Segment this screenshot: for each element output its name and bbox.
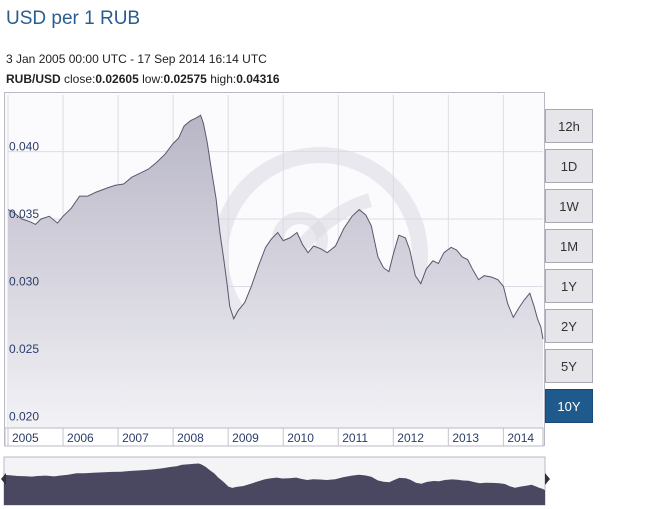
low-value: 0.02575 xyxy=(163,72,207,86)
y-tick-label: 0.030 xyxy=(9,274,39,288)
range-button-1y[interactable]: 1Y xyxy=(545,269,593,303)
x-axis-strip xyxy=(4,427,544,447)
x-tick-label: 2014 xyxy=(507,431,534,445)
y-tick-label: 0.035 xyxy=(9,207,39,221)
x-tick-label: 2010 xyxy=(287,431,314,445)
x-tick-label: 2008 xyxy=(177,431,204,445)
range-button-10y[interactable]: 10Y xyxy=(545,389,593,423)
navigator-right-handle[interactable] xyxy=(545,473,550,485)
range-button-1d[interactable]: 1D xyxy=(545,149,593,183)
price-area xyxy=(8,115,543,428)
navigator[interactable] xyxy=(1,456,550,506)
low-label: low: xyxy=(142,72,164,86)
date-range: 3 Jan 2005 00:00 UTC - 17 Sep 2014 16:14… xyxy=(6,52,267,66)
x-tick-label: 2012 xyxy=(397,431,424,445)
y-tick-label: 0.025 xyxy=(9,342,39,356)
high-value: 0.04316 xyxy=(236,72,280,86)
quote-stats: RUB/USD close:0.02605 low:0.02575 high:0… xyxy=(6,72,280,86)
y-tick-label: 0.020 xyxy=(9,409,39,423)
x-tick-label: 2013 xyxy=(452,431,479,445)
high-label: high: xyxy=(210,72,237,86)
range-button-1m[interactable]: 1M xyxy=(545,229,593,263)
close-value: 0.02605 xyxy=(95,72,139,86)
range-button-1w[interactable]: 1W xyxy=(545,189,593,223)
pair-label: RUB/USD xyxy=(6,72,61,86)
page-title: USD per 1 RUB xyxy=(6,8,141,29)
x-tick-label: 2007 xyxy=(122,431,149,445)
x-tick-label: 2005 xyxy=(12,431,39,445)
range-button-5y[interactable]: 5Y xyxy=(545,349,593,383)
range-button-2y[interactable]: 2Y xyxy=(545,309,593,343)
navigator-area xyxy=(4,463,545,505)
range-button-12h[interactable]: 12h xyxy=(545,109,593,143)
navigator-left-handle[interactable] xyxy=(1,473,6,485)
price-line xyxy=(7,114,544,340)
x-tick-label: 2006 xyxy=(67,431,94,445)
y-tick-label: 0.040 xyxy=(9,140,39,154)
x-tick-label: 2011 xyxy=(342,431,368,445)
close-label: close: xyxy=(64,72,96,86)
x-tick-label: 2009 xyxy=(232,431,259,445)
